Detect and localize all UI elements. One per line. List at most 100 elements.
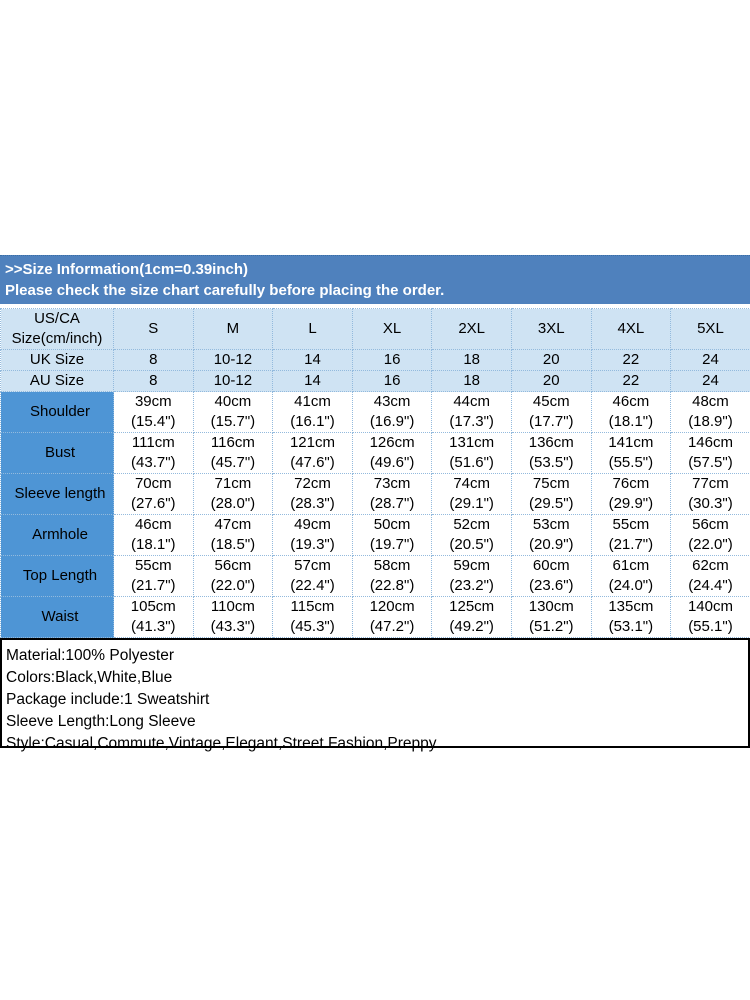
size-col-header-5xl: 5XL xyxy=(670,308,750,350)
detail-style: Style:Casual,Commute,Vintage,Elegant,Str… xyxy=(6,735,437,752)
size-table: US/CA Size(cm/inch) S M L XL 2XL 3XL 4XL… xyxy=(0,308,750,638)
size-col-header-s: S xyxy=(113,308,194,350)
measurement-row-armhole: Armhole 46cm (18.1") 47cm (18.5") 49cm (… xyxy=(0,514,750,556)
measurement-cell: 59cm (23.2") xyxy=(431,555,512,597)
measurement-cell: 120cm (47.2") xyxy=(351,596,433,638)
measurement-cell: 45cm (17.7") xyxy=(510,391,592,433)
measurement-cell: 141cm (55.5") xyxy=(590,432,672,474)
measurement-row-waist: Waist 105cm (41.3") 110cm (43.3") 115cm … xyxy=(0,596,750,638)
measurement-cell: 111cm (43.7") xyxy=(113,432,194,474)
measurement-cell: 77cm (30.3") xyxy=(670,473,750,515)
au-size-cell: 10-12 xyxy=(192,370,274,392)
measurement-label: Bust xyxy=(0,432,114,474)
measurement-cell: 131cm (51.6") xyxy=(431,432,512,474)
size-info-banner: >>Size Information(1cm=0.39inch) Please … xyxy=(0,255,750,304)
measurement-cell: 56cm (22.0") xyxy=(192,555,274,597)
measurement-label: Waist xyxy=(0,596,114,638)
banner-title: >>Size Information(1cm=0.39inch) xyxy=(5,261,248,278)
au-size-cell: 20 xyxy=(510,370,592,392)
measurement-cell: 62cm (24.4") xyxy=(670,555,750,597)
size-col-header-4xl: 4XL xyxy=(590,308,672,350)
uk-size-cell: 10-12 xyxy=(192,349,274,371)
size-col-header-3xl: 3XL xyxy=(510,308,592,350)
measurement-cell: 57cm (22.4") xyxy=(272,555,353,597)
uk-size-cell: 20 xyxy=(510,349,592,371)
measurement-label: Sleeve length xyxy=(0,473,114,515)
measurement-cell: 71cm (28.0") xyxy=(192,473,274,515)
measurement-cell: 140cm (55.1") xyxy=(670,596,750,638)
measurement-cell: 60cm (23.6") xyxy=(510,555,592,597)
measurement-row-shoulder: Shoulder 39cm (15.4") 40cm (15.7") 41cm … xyxy=(0,391,750,433)
measurement-cell: 110cm (43.3") xyxy=(192,596,274,638)
measurement-label: Armhole xyxy=(0,514,114,556)
corner-cell: US/CA Size(cm/inch) xyxy=(0,308,114,350)
measurement-cell: 43cm (16.9") xyxy=(351,391,433,433)
measurement-cell: 130cm (51.2") xyxy=(510,596,592,638)
size-col-header-xl: XL xyxy=(351,308,433,350)
au-size-cell: 24 xyxy=(670,370,750,392)
measurement-cell: 73cm (28.7") xyxy=(351,473,433,515)
au-size-cell: 8 xyxy=(113,370,194,392)
detail-material: Material:100% Polyester xyxy=(6,647,174,664)
measurement-cell: 58cm (22.8") xyxy=(351,555,433,597)
au-size-cell: 22 xyxy=(590,370,672,392)
uk-size-label: UK Size xyxy=(0,349,114,371)
measurement-cell: 40cm (15.7") xyxy=(192,391,274,433)
detail-colors: Colors:Black,White,Blue xyxy=(6,669,173,686)
uk-size-cell: 24 xyxy=(670,349,750,371)
measurement-cell: 75cm (29.5") xyxy=(510,473,592,515)
measurement-cell: 47cm (18.5") xyxy=(192,514,274,556)
measurement-cell: 39cm (15.4") xyxy=(113,391,194,433)
measurement-cell: 136cm (53.5") xyxy=(510,432,592,474)
uk-size-cell: 8 xyxy=(113,349,194,371)
size-chart-block: >>Size Information(1cm=0.39inch) Please … xyxy=(0,255,750,752)
measurement-cell: 116cm (45.7") xyxy=(192,432,274,474)
measurement-cell: 56cm (22.0") xyxy=(670,514,750,556)
size-col-header-2xl: 2XL xyxy=(431,308,512,350)
measurement-cell: 74cm (29.1") xyxy=(431,473,512,515)
measurement-cell: 48cm (18.9") xyxy=(670,391,750,433)
uk-size-cell: 22 xyxy=(590,349,672,371)
measurement-cell: 41cm (16.1") xyxy=(272,391,353,433)
measurement-cell: 50cm (19.7") xyxy=(351,514,433,556)
size-col-header-l: L xyxy=(272,308,353,350)
measurement-cell: 126cm (49.6") xyxy=(351,432,433,474)
au-size-cell: 18 xyxy=(431,370,512,392)
product-details-box: Material:100% Polyester Colors:Black,Whi… xyxy=(0,638,750,752)
au-size-cell: 14 xyxy=(272,370,353,392)
size-header-row: US/CA Size(cm/inch) S M L XL 2XL 3XL 4XL… xyxy=(0,308,750,350)
measurement-label: Shoulder xyxy=(0,391,114,433)
measurement-row-bust: Bust 111cm (43.7") 116cm (45.7") 121cm (… xyxy=(0,432,750,474)
measurement-cell: 52cm (20.5") xyxy=(431,514,512,556)
measurement-cell: 55cm (21.7") xyxy=(590,514,672,556)
measurement-row-sleeve-length: Sleeve length 70cm (27.6") 71cm (28.0") … xyxy=(0,473,750,515)
measurement-cell: 70cm (27.6") xyxy=(113,473,194,515)
detail-package: Package include:1 Sweatshirt xyxy=(6,691,210,708)
au-size-cell: 16 xyxy=(351,370,433,392)
measurement-cell: 72cm (28.3") xyxy=(272,473,353,515)
measurement-cell: 121cm (47.6") xyxy=(272,432,353,474)
size-col-header-m: M xyxy=(192,308,274,350)
uk-size-cell: 18 xyxy=(431,349,512,371)
measurement-cell: 146cm (57.5") xyxy=(670,432,750,474)
detail-sleeve-length: Sleeve Length:Long Sleeve xyxy=(6,713,196,730)
measurement-cell: 46cm (18.1") xyxy=(113,514,194,556)
measurement-cell: 61cm (24.0") xyxy=(590,555,672,597)
banner-note: Please check the size chart carefully be… xyxy=(5,282,445,299)
measurement-cell: 125cm (49.2") xyxy=(431,596,512,638)
measurement-label: Top Length xyxy=(0,555,114,597)
measurement-cell: 46cm (18.1") xyxy=(590,391,672,433)
uk-size-cell: 14 xyxy=(272,349,353,371)
uk-size-cell: 16 xyxy=(351,349,433,371)
measurement-cell: 49cm (19.3") xyxy=(272,514,353,556)
measurement-cell: 55cm (21.7") xyxy=(113,555,194,597)
measurement-cell: 115cm (45.3") xyxy=(272,596,353,638)
measurement-cell: 135cm (53.1") xyxy=(590,596,672,638)
measurement-cell: 76cm (29.9") xyxy=(590,473,672,515)
measurement-row-top-length: Top Length 55cm (21.7") 56cm (22.0") 57c… xyxy=(0,555,750,597)
measurement-cell: 53cm (20.9") xyxy=(510,514,592,556)
uk-size-row: UK Size 8 10-12 14 16 18 20 22 24 xyxy=(0,349,750,371)
au-size-label: AU Size xyxy=(0,370,114,392)
measurement-cell: 105cm (41.3") xyxy=(113,596,194,638)
banner-table-gap xyxy=(0,304,750,308)
